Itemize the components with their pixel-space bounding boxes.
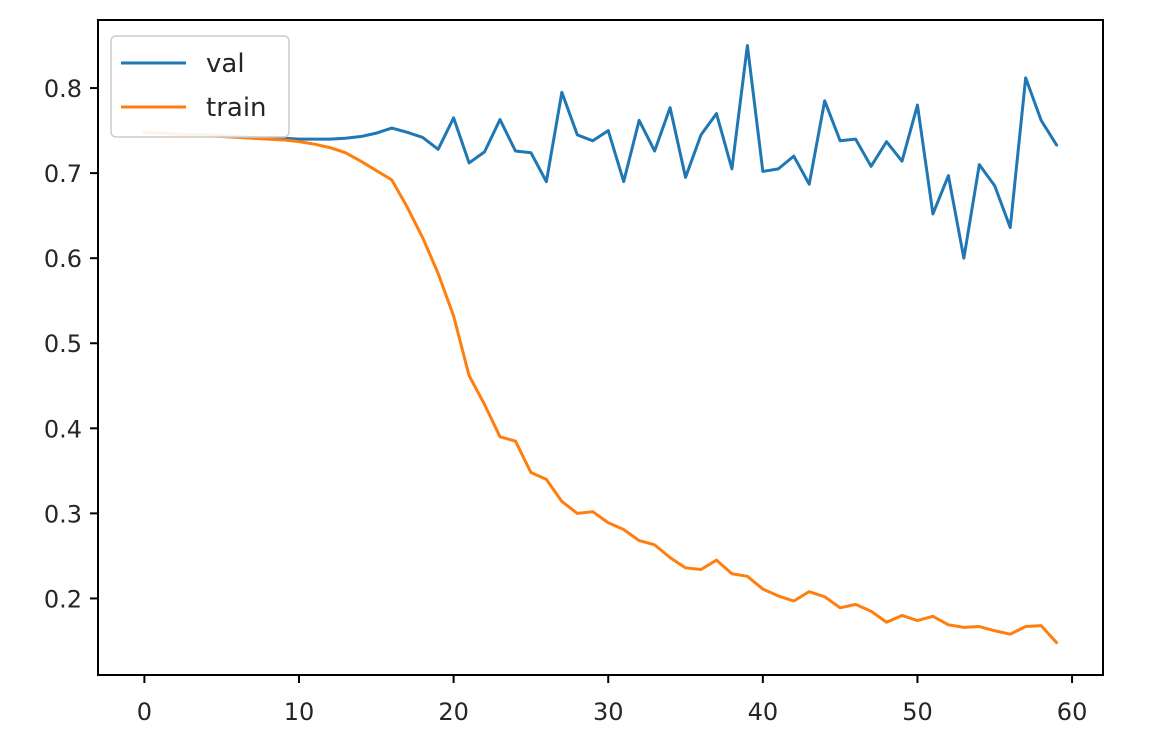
x-tick-label: 20 [438,698,469,726]
series-line-val [142,44,1059,260]
legend: val train [110,35,290,138]
x-tick-label: 10 [284,698,315,726]
legend-box [110,35,290,138]
y-tick-label: 0.4 [44,415,82,443]
legend-label-val: val [206,49,245,79]
series-lines [142,44,1059,645]
y-tick-label: 0.6 [44,245,82,273]
plot-frame [97,19,1104,676]
x-tick-label: 40 [748,698,779,726]
x-tick-label: 30 [593,698,624,726]
y-tick-label: 0.8 [44,75,82,103]
legend-label-train: train [206,93,267,123]
x-tick-label: 50 [902,698,933,726]
series-line-train [142,130,1059,645]
x-tick-label: 0 [137,698,152,726]
y-tick-label: 0.5 [44,330,82,358]
y-tick-label: 0.7 [44,160,82,188]
y-tick-label: 0.3 [44,500,82,528]
x-tick-label: 60 [1057,698,1088,726]
y-tick-label: 0.2 [44,585,82,613]
axes: 0 10 20 30 40 50 60 0.2 0.3 0.4 0.5 0.6 0.7 0.8 [44,19,1104,726]
